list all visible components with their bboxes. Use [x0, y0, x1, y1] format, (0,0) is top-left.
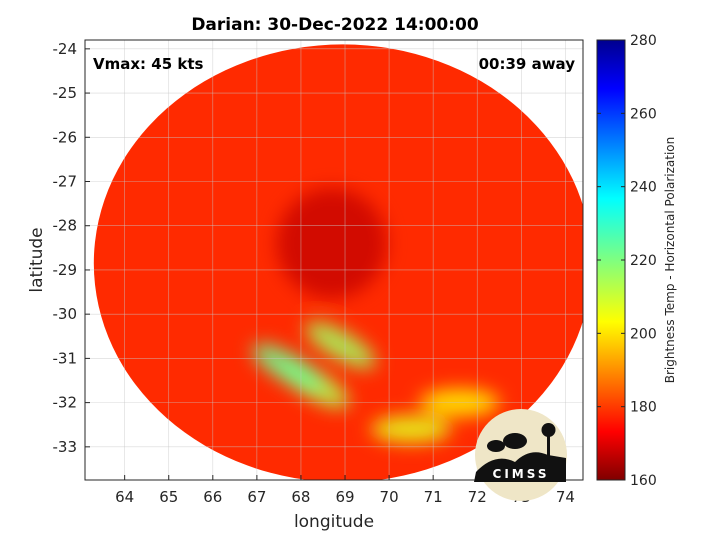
x-tick-label: 65 — [159, 488, 178, 506]
colorbar-gradient — [596, 39, 626, 481]
colorbar-tick-label: 240 — [630, 180, 657, 196]
x-ticks: 6465666768697071727374 — [115, 475, 575, 506]
x-tick-label: 74 — [556, 488, 575, 506]
logo-tower-icon — [547, 432, 550, 460]
colorbar-tick-label: 220 — [630, 253, 657, 269]
plot-frame — [84, 39, 584, 481]
x-tick-label: 64 — [115, 488, 134, 506]
rainband-mark-2 — [371, 415, 452, 444]
plot-area: 6465666768697071727374 -24-25-26-27-28-2… — [53, 39, 584, 506]
time-offset-annotation: 00:39 away — [479, 55, 576, 73]
y-tick-label: -28 — [53, 217, 78, 235]
logo-dish-small-icon — [487, 440, 505, 452]
y-ticks: -24 -25 -26 -27 -28 -29 -30 -31 -32 -33 — [53, 40, 90, 456]
colorbar: 160 180 200 220 240 260 280 Brightness Temp - … — [596, 33, 677, 489]
y-tick-label: -33 — [53, 438, 78, 456]
y-tick-label: -32 — [53, 394, 78, 412]
cimss-logo: CIMSS — [474, 409, 567, 501]
x-tick-label: 71 — [424, 488, 443, 506]
y-tick-label: -24 — [53, 40, 78, 58]
logo-silhouette — [474, 452, 566, 482]
x-tick-label: 69 — [335, 488, 354, 506]
y-tick-label: -29 — [53, 261, 78, 279]
x-tick-label: 66 — [203, 488, 222, 506]
colorbar-tick-label: 280 — [630, 33, 657, 49]
y-tick-label: -25 — [53, 84, 78, 102]
logo-dish-icon — [503, 433, 527, 449]
colorbar-tick-label: 260 — [630, 106, 657, 122]
x-axis-label: longitude — [294, 512, 374, 532]
vmax-annotation: Vmax: 45 kts — [93, 55, 203, 73]
y-tick-label: -26 — [53, 128, 78, 146]
rainband-mark-3 — [305, 321, 376, 369]
colorbar-tick-label: 180 — [630, 400, 657, 416]
x-tick-label: 68 — [291, 488, 310, 506]
colorbar-tick-label: 160 — [630, 473, 657, 489]
logo-tower-top-icon — [541, 423, 556, 437]
y-tick-label: -30 — [53, 305, 78, 323]
y-axis-label: latitude — [27, 227, 47, 292]
chart-title: Darian: 30-Dec-2022 14:00:00 — [191, 15, 479, 35]
cold-core-mark — [276, 188, 387, 299]
colorbar-tick-label: 200 — [630, 326, 657, 342]
logo-text: CIMSS — [493, 467, 550, 481]
y-tick-label: -27 — [53, 173, 78, 191]
x-tick-label: 70 — [380, 488, 399, 506]
grid-layer — [85, 40, 583, 480]
x-tick-label: 67 — [247, 488, 266, 506]
rainband-mark-4 — [252, 343, 324, 391]
x-tick-label: 72 — [468, 488, 487, 506]
logo-disc — [475, 409, 567, 501]
y-tick-label: -31 — [53, 349, 78, 367]
colorbar-ticks: 160 180 200 220 240 260 280 — [597, 33, 657, 489]
colorbar-label: Brightness Temp - Horizontal Polarizatio… — [663, 137, 677, 384]
